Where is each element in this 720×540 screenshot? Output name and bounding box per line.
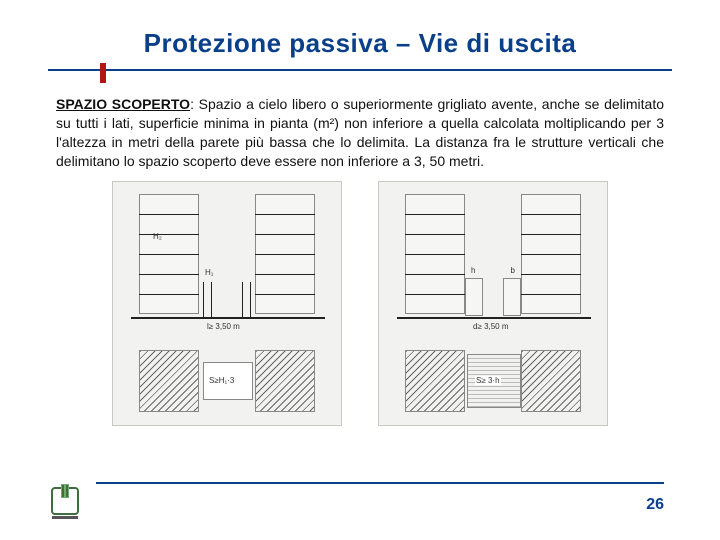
body-paragraph: SPAZIO SCOPERTO: Spazio a cielo libero o…: [56, 95, 664, 171]
fig-left-area: S≥H₁·3: [209, 376, 234, 385]
fig-right-area: S≥ 3·h: [475, 376, 501, 385]
page-number: 26: [646, 496, 664, 514]
figure-right: h b d≥ 3,50 m S≥ 3·h: [378, 181, 608, 426]
fig-right-dim: d≥ 3,50 m: [473, 322, 509, 331]
figure-left: H₁ H₂ l≥ 3,50 m S≥H₁·3: [112, 181, 342, 426]
footer-logo: [50, 482, 80, 520]
fig-left-dim: l≥ 3,50 m: [207, 322, 240, 331]
term-underlined: SPAZIO SCOPERTO: [56, 96, 190, 112]
figures-row: H₁ H₂ l≥ 3,50 m S≥H₁·3 h b d≥ 3,50 m S≥: [56, 181, 664, 426]
title-underline: [48, 69, 672, 79]
slide-title: Protezione passiva – Vie di uscita: [0, 0, 720, 69]
title-tick: [100, 63, 106, 83]
title-rule: [48, 69, 672, 71]
footer-rule: [96, 482, 664, 484]
